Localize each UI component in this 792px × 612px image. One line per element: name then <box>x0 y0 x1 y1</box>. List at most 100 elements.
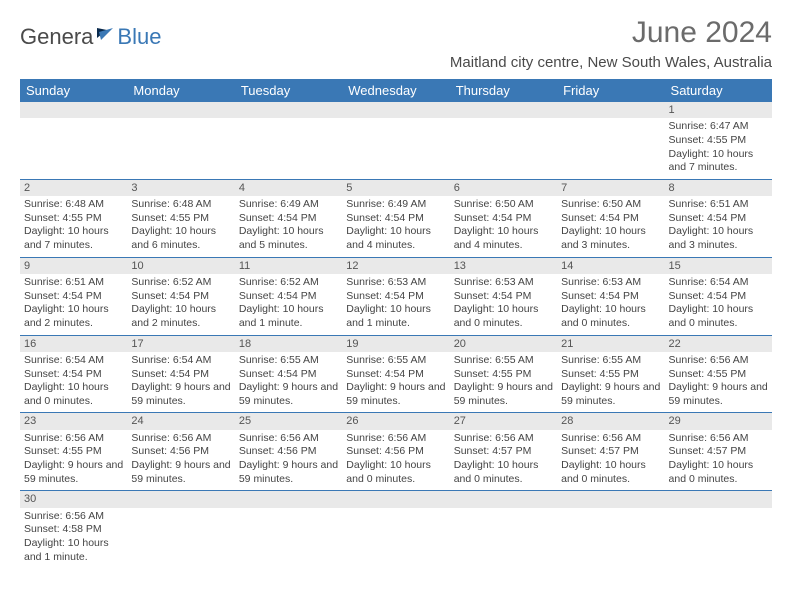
sunrise-text: Sunrise: 6:54 AM <box>669 276 768 290</box>
weekday-header: Friday <box>557 79 664 102</box>
daylight-text: Daylight: 10 hours and 0 minutes. <box>669 303 768 330</box>
day-number-bar: 26 <box>342 413 449 429</box>
sunset-text: Sunset: 4:58 PM <box>24 523 123 537</box>
weekday-header: Tuesday <box>235 79 342 102</box>
sunrise-text: Sunrise: 6:50 AM <box>454 198 553 212</box>
calendar-day-cell: 10Sunrise: 6:52 AMSunset: 4:54 PMDayligh… <box>127 257 234 335</box>
sunrise-text: Sunrise: 6:56 AM <box>669 432 768 446</box>
daylight-text: Daylight: 9 hours and 59 minutes. <box>239 381 338 408</box>
day-content: Sunrise: 6:53 AMSunset: 4:54 PMDaylight:… <box>450 274 557 335</box>
header: Genera Blue June 2024 Maitland city cent… <box>20 16 772 71</box>
logo-text-b: Blue <box>117 24 161 50</box>
day-number-bar: 29 <box>665 413 772 429</box>
calendar-week-row: 16Sunrise: 6:54 AMSunset: 4:54 PMDayligh… <box>20 335 772 413</box>
daylight-text: Daylight: 9 hours and 59 minutes. <box>454 381 553 408</box>
calendar-day-cell: 11Sunrise: 6:52 AMSunset: 4:54 PMDayligh… <box>235 257 342 335</box>
weekday-header-row: SundayMondayTuesdayWednesdayThursdayFrid… <box>20 79 772 102</box>
weekday-header: Sunday <box>20 79 127 102</box>
day-number-bar: 2 <box>20 180 127 196</box>
day-content: Sunrise: 6:55 AMSunset: 4:54 PMDaylight:… <box>235 352 342 413</box>
daylight-text: Daylight: 10 hours and 3 minutes. <box>669 225 768 252</box>
calendar-day-cell: 25Sunrise: 6:56 AMSunset: 4:56 PMDayligh… <box>235 413 342 491</box>
calendar-day-cell: 3Sunrise: 6:48 AMSunset: 4:55 PMDaylight… <box>127 179 234 257</box>
sunrise-text: Sunrise: 6:55 AM <box>454 354 553 368</box>
sunset-text: Sunset: 4:57 PM <box>669 445 768 459</box>
daylight-text: Daylight: 10 hours and 3 minutes. <box>561 225 660 252</box>
daylight-text: Daylight: 9 hours and 59 minutes. <box>669 381 768 408</box>
sunset-text: Sunset: 4:55 PM <box>669 368 768 382</box>
daylight-text: Daylight: 9 hours and 59 minutes. <box>131 459 230 486</box>
daylight-text: Daylight: 10 hours and 0 minutes. <box>454 459 553 486</box>
daylight-text: Daylight: 10 hours and 0 minutes. <box>24 381 123 408</box>
daylight-text: Daylight: 10 hours and 0 minutes. <box>561 459 660 486</box>
logo-text-a: Genera <box>20 24 93 50</box>
calendar-day-cell: 7Sunrise: 6:50 AMSunset: 4:54 PMDaylight… <box>557 179 664 257</box>
sunrise-text: Sunrise: 6:56 AM <box>346 432 445 446</box>
day-content: Sunrise: 6:56 AMSunset: 4:57 PMDaylight:… <box>557 430 664 491</box>
day-number-bar <box>235 102 342 118</box>
day-number-bar <box>557 102 664 118</box>
sunrise-text: Sunrise: 6:49 AM <box>239 198 338 212</box>
calendar-day-cell: 15Sunrise: 6:54 AMSunset: 4:54 PMDayligh… <box>665 257 772 335</box>
day-content: Sunrise: 6:48 AMSunset: 4:55 PMDaylight:… <box>127 196 234 257</box>
day-number-bar: 24 <box>127 413 234 429</box>
day-content: Sunrise: 6:56 AMSunset: 4:56 PMDaylight:… <box>127 430 234 491</box>
sunrise-text: Sunrise: 6:52 AM <box>239 276 338 290</box>
calendar-day-cell <box>127 491 234 568</box>
sunset-text: Sunset: 4:54 PM <box>24 290 123 304</box>
calendar-day-cell: 13Sunrise: 6:53 AMSunset: 4:54 PMDayligh… <box>450 257 557 335</box>
day-number-bar: 14 <box>557 258 664 274</box>
day-number-bar: 1 <box>665 102 772 118</box>
sunrise-text: Sunrise: 6:48 AM <box>24 198 123 212</box>
month-title: June 2024 <box>450 16 772 50</box>
daylight-text: Daylight: 10 hours and 1 minute. <box>346 303 445 330</box>
sunset-text: Sunset: 4:54 PM <box>239 290 338 304</box>
sunrise-text: Sunrise: 6:53 AM <box>454 276 553 290</box>
calendar-day-cell: 18Sunrise: 6:55 AMSunset: 4:54 PMDayligh… <box>235 335 342 413</box>
sunrise-text: Sunrise: 6:56 AM <box>561 432 660 446</box>
daylight-text: Daylight: 10 hours and 5 minutes. <box>239 225 338 252</box>
day-number-bar: 20 <box>450 336 557 352</box>
calendar-day-cell: 9Sunrise: 6:51 AMSunset: 4:54 PMDaylight… <box>20 257 127 335</box>
day-content: Sunrise: 6:54 AMSunset: 4:54 PMDaylight:… <box>665 274 772 335</box>
sunset-text: Sunset: 4:55 PM <box>24 445 123 459</box>
day-content: Sunrise: 6:49 AMSunset: 4:54 PMDaylight:… <box>235 196 342 257</box>
sunrise-text: Sunrise: 6:55 AM <box>561 354 660 368</box>
sunrise-text: Sunrise: 6:50 AM <box>561 198 660 212</box>
day-number-bar: 21 <box>557 336 664 352</box>
daylight-text: Daylight: 10 hours and 0 minutes. <box>454 303 553 330</box>
calendar-day-cell <box>235 491 342 568</box>
day-content: Sunrise: 6:56 AMSunset: 4:58 PMDaylight:… <box>20 508 127 569</box>
sunrise-text: Sunrise: 6:56 AM <box>454 432 553 446</box>
logo: Genera Blue <box>20 16 161 50</box>
calendar-table: SundayMondayTuesdayWednesdayThursdayFrid… <box>20 79 772 568</box>
calendar-day-cell: 2Sunrise: 6:48 AMSunset: 4:55 PMDaylight… <box>20 179 127 257</box>
day-number-bar <box>342 491 449 507</box>
day-number-bar <box>450 102 557 118</box>
calendar-week-row: 1Sunrise: 6:47 AMSunset: 4:55 PMDaylight… <box>20 102 772 179</box>
day-content: Sunrise: 6:47 AMSunset: 4:55 PMDaylight:… <box>665 118 772 179</box>
sunrise-text: Sunrise: 6:55 AM <box>239 354 338 368</box>
sunset-text: Sunset: 4:56 PM <box>131 445 230 459</box>
calendar-week-row: 30Sunrise: 6:56 AMSunset: 4:58 PMDayligh… <box>20 491 772 568</box>
day-number-bar <box>665 491 772 507</box>
calendar-day-cell: 22Sunrise: 6:56 AMSunset: 4:55 PMDayligh… <box>665 335 772 413</box>
sunset-text: Sunset: 4:54 PM <box>454 212 553 226</box>
daylight-text: Daylight: 10 hours and 1 minute. <box>239 303 338 330</box>
day-content: Sunrise: 6:54 AMSunset: 4:54 PMDaylight:… <box>127 352 234 413</box>
day-content: Sunrise: 6:56 AMSunset: 4:56 PMDaylight:… <box>342 430 449 491</box>
daylight-text: Daylight: 10 hours and 6 minutes. <box>131 225 230 252</box>
day-number-bar <box>127 102 234 118</box>
calendar-day-cell <box>235 102 342 179</box>
day-content: Sunrise: 6:56 AMSunset: 4:57 PMDaylight:… <box>665 430 772 491</box>
daylight-text: Daylight: 9 hours and 59 minutes. <box>239 459 338 486</box>
calendar-day-cell <box>342 102 449 179</box>
calendar-day-cell: 1Sunrise: 6:47 AMSunset: 4:55 PMDaylight… <box>665 102 772 179</box>
day-number-bar: 16 <box>20 336 127 352</box>
day-number-bar: 18 <box>235 336 342 352</box>
day-content: Sunrise: 6:56 AMSunset: 4:57 PMDaylight:… <box>450 430 557 491</box>
day-number-bar: 4 <box>235 180 342 196</box>
calendar-day-cell <box>342 491 449 568</box>
day-number-bar: 6 <box>450 180 557 196</box>
day-number-bar: 28 <box>557 413 664 429</box>
